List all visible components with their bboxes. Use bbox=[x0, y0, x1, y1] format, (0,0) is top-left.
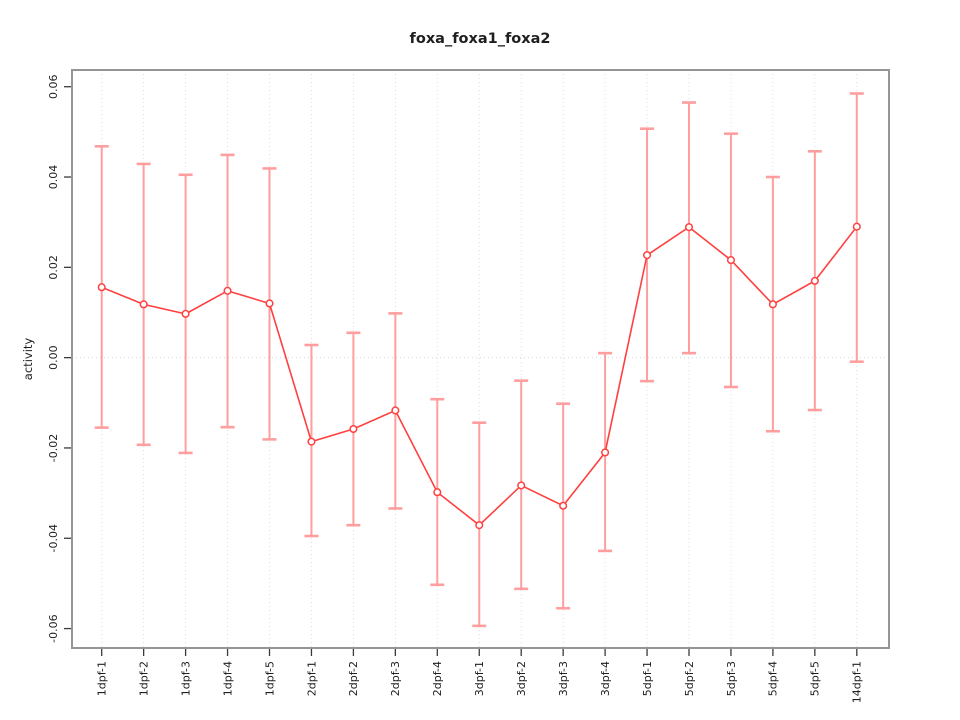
x-tick-label-1dpf-4: 1dpf-4 bbox=[221, 661, 234, 696]
x-tick-label-group: 1dpf-2 bbox=[137, 661, 150, 696]
x-tick-label-3dpf-1: 3dpf-1 bbox=[473, 661, 486, 696]
x-axis: 1dpf-1 1dpf-2 1dpf-3 1dpf-4 1dpf-5 2dpf-1 2dpf… bbox=[96, 649, 864, 703]
y-tick-label-group: 0.04 bbox=[47, 165, 60, 190]
plot-border bbox=[71, 69, 890, 649]
data-point-1dpf-1 bbox=[97, 283, 106, 292]
data-point-3dpf-3 bbox=[559, 501, 568, 510]
x-tick-label-5dpf-4: 5dpf-4 bbox=[767, 661, 780, 696]
y-tick-label-0.06: 0.06 bbox=[47, 74, 60, 99]
x-tick-label-1dpf-5: 1dpf-5 bbox=[263, 661, 276, 696]
data-point-3dpf-4 bbox=[601, 448, 610, 457]
x-tick-label-group: 2dpf-1 bbox=[305, 661, 318, 696]
y-tick-label-group: -0.02 bbox=[47, 434, 60, 462]
x-tick-label-group: 3dpf-3 bbox=[557, 661, 570, 696]
data-point-2dpf-2 bbox=[349, 424, 358, 434]
data-point-14dpf-1 bbox=[852, 222, 861, 231]
y-tick-label--0.02: -0.02 bbox=[47, 434, 60, 462]
x-tick-label-2dpf-4: 2dpf-4 bbox=[431, 661, 444, 696]
data-point-5dpf-1 bbox=[643, 251, 652, 260]
x-tick-label-3dpf-3: 3dpf-3 bbox=[557, 661, 570, 696]
x-tick-label-1dpf-1: 1dpf-1 bbox=[96, 661, 109, 696]
y-tick-label-group: 0.00 bbox=[47, 345, 60, 370]
x-tick-label-14dpf-1: 14dpf-1 bbox=[851, 661, 864, 703]
data-point-5dpf-2 bbox=[684, 223, 694, 232]
y-tick-label-0.04: 0.04 bbox=[47, 165, 60, 190]
data-point-5dpf-4 bbox=[768, 300, 777, 309]
x-tick-label-group: 1dpf-3 bbox=[179, 661, 192, 696]
data-point-1dpf-5 bbox=[265, 299, 274, 308]
data-point-2dpf-1 bbox=[307, 437, 316, 446]
y-tick-label-group: 0.06 bbox=[47, 74, 60, 99]
y-tick-label-group: -0.04 bbox=[47, 524, 60, 552]
data-point-2dpf-4 bbox=[433, 488, 442, 497]
x-tick-label-group: 14dpf-1 bbox=[851, 661, 864, 703]
y-tick-label-0.02: 0.02 bbox=[47, 255, 60, 280]
x-tick-label-group: 1dpf-1 bbox=[96, 661, 109, 696]
x-tick-label-group: 5dpf-4 bbox=[767, 661, 780, 696]
x-tick-label-group: 3dpf-1 bbox=[473, 661, 486, 696]
x-tick-label-5dpf-1: 5dpf-1 bbox=[641, 661, 654, 696]
data-point-5dpf-3 bbox=[726, 256, 736, 265]
x-tick-label-5dpf-5: 5dpf-5 bbox=[809, 661, 822, 696]
x-tick-label-2dpf-3: 2dpf-3 bbox=[389, 661, 402, 696]
y-tick-label--0.04: -0.04 bbox=[47, 524, 60, 552]
x-tick-label-group: 2dpf-2 bbox=[347, 661, 360, 696]
x-tick-label-group: 1dpf-5 bbox=[263, 661, 276, 696]
data-point-3dpf-2 bbox=[517, 481, 526, 490]
data-points bbox=[97, 222, 861, 530]
x-tick-label-group: 5dpf-2 bbox=[683, 661, 696, 696]
x-tick-label-group: 2dpf-4 bbox=[431, 661, 444, 696]
data-point-3dpf-1 bbox=[475, 521, 484, 530]
y-axis: -0.06 -0.04 -0.02 0.00 0.02 0.04 0.06 bbox=[47, 74, 71, 643]
data-point-1dpf-2 bbox=[139, 300, 148, 309]
x-tick-label-1dpf-3: 1dpf-3 bbox=[179, 661, 192, 696]
y-axis-label: activity bbox=[21, 338, 35, 381]
y-tick-label-0.00: 0.00 bbox=[47, 345, 60, 370]
error-bars bbox=[94, 92, 864, 628]
x-tick-label-2dpf-2: 2dpf-2 bbox=[347, 661, 360, 696]
x-tick-label-group: 1dpf-4 bbox=[221, 661, 234, 696]
x-tick-label-group: 5dpf-1 bbox=[641, 661, 654, 696]
x-tick-label-2dpf-1: 2dpf-1 bbox=[305, 661, 318, 696]
y-tick-label-group: -0.06 bbox=[47, 614, 60, 642]
x-tick-label-group: 5dpf-5 bbox=[809, 661, 822, 696]
data-point-5dpf-5 bbox=[810, 276, 819, 285]
x-tick-label-group: 3dpf-2 bbox=[515, 661, 528, 696]
plot-box bbox=[71, 69, 890, 649]
x-tick-label-5dpf-3: 5dpf-3 bbox=[725, 661, 738, 696]
data-point-1dpf-4 bbox=[223, 286, 232, 295]
y-tick-label-group: 0.02 bbox=[47, 255, 60, 280]
x-tick-label-5dpf-2: 5dpf-2 bbox=[683, 661, 696, 696]
x-tick-label-group: 3dpf-4 bbox=[599, 661, 612, 696]
y-tick-label--0.06: -0.06 bbox=[47, 614, 60, 642]
data-point-2dpf-3 bbox=[391, 406, 400, 415]
x-tick-label-3dpf-2: 3dpf-2 bbox=[515, 661, 528, 696]
x-tick-label-group: 2dpf-3 bbox=[389, 661, 402, 696]
x-tick-label-group: 5dpf-3 bbox=[725, 661, 738, 696]
x-tick-label-3dpf-4: 3dpf-4 bbox=[599, 661, 612, 696]
x-tick-label-1dpf-2: 1dpf-2 bbox=[137, 661, 150, 696]
chart-title: foxa_foxa1_foxa2 bbox=[410, 31, 551, 47]
data-point-1dpf-3 bbox=[181, 309, 190, 318]
